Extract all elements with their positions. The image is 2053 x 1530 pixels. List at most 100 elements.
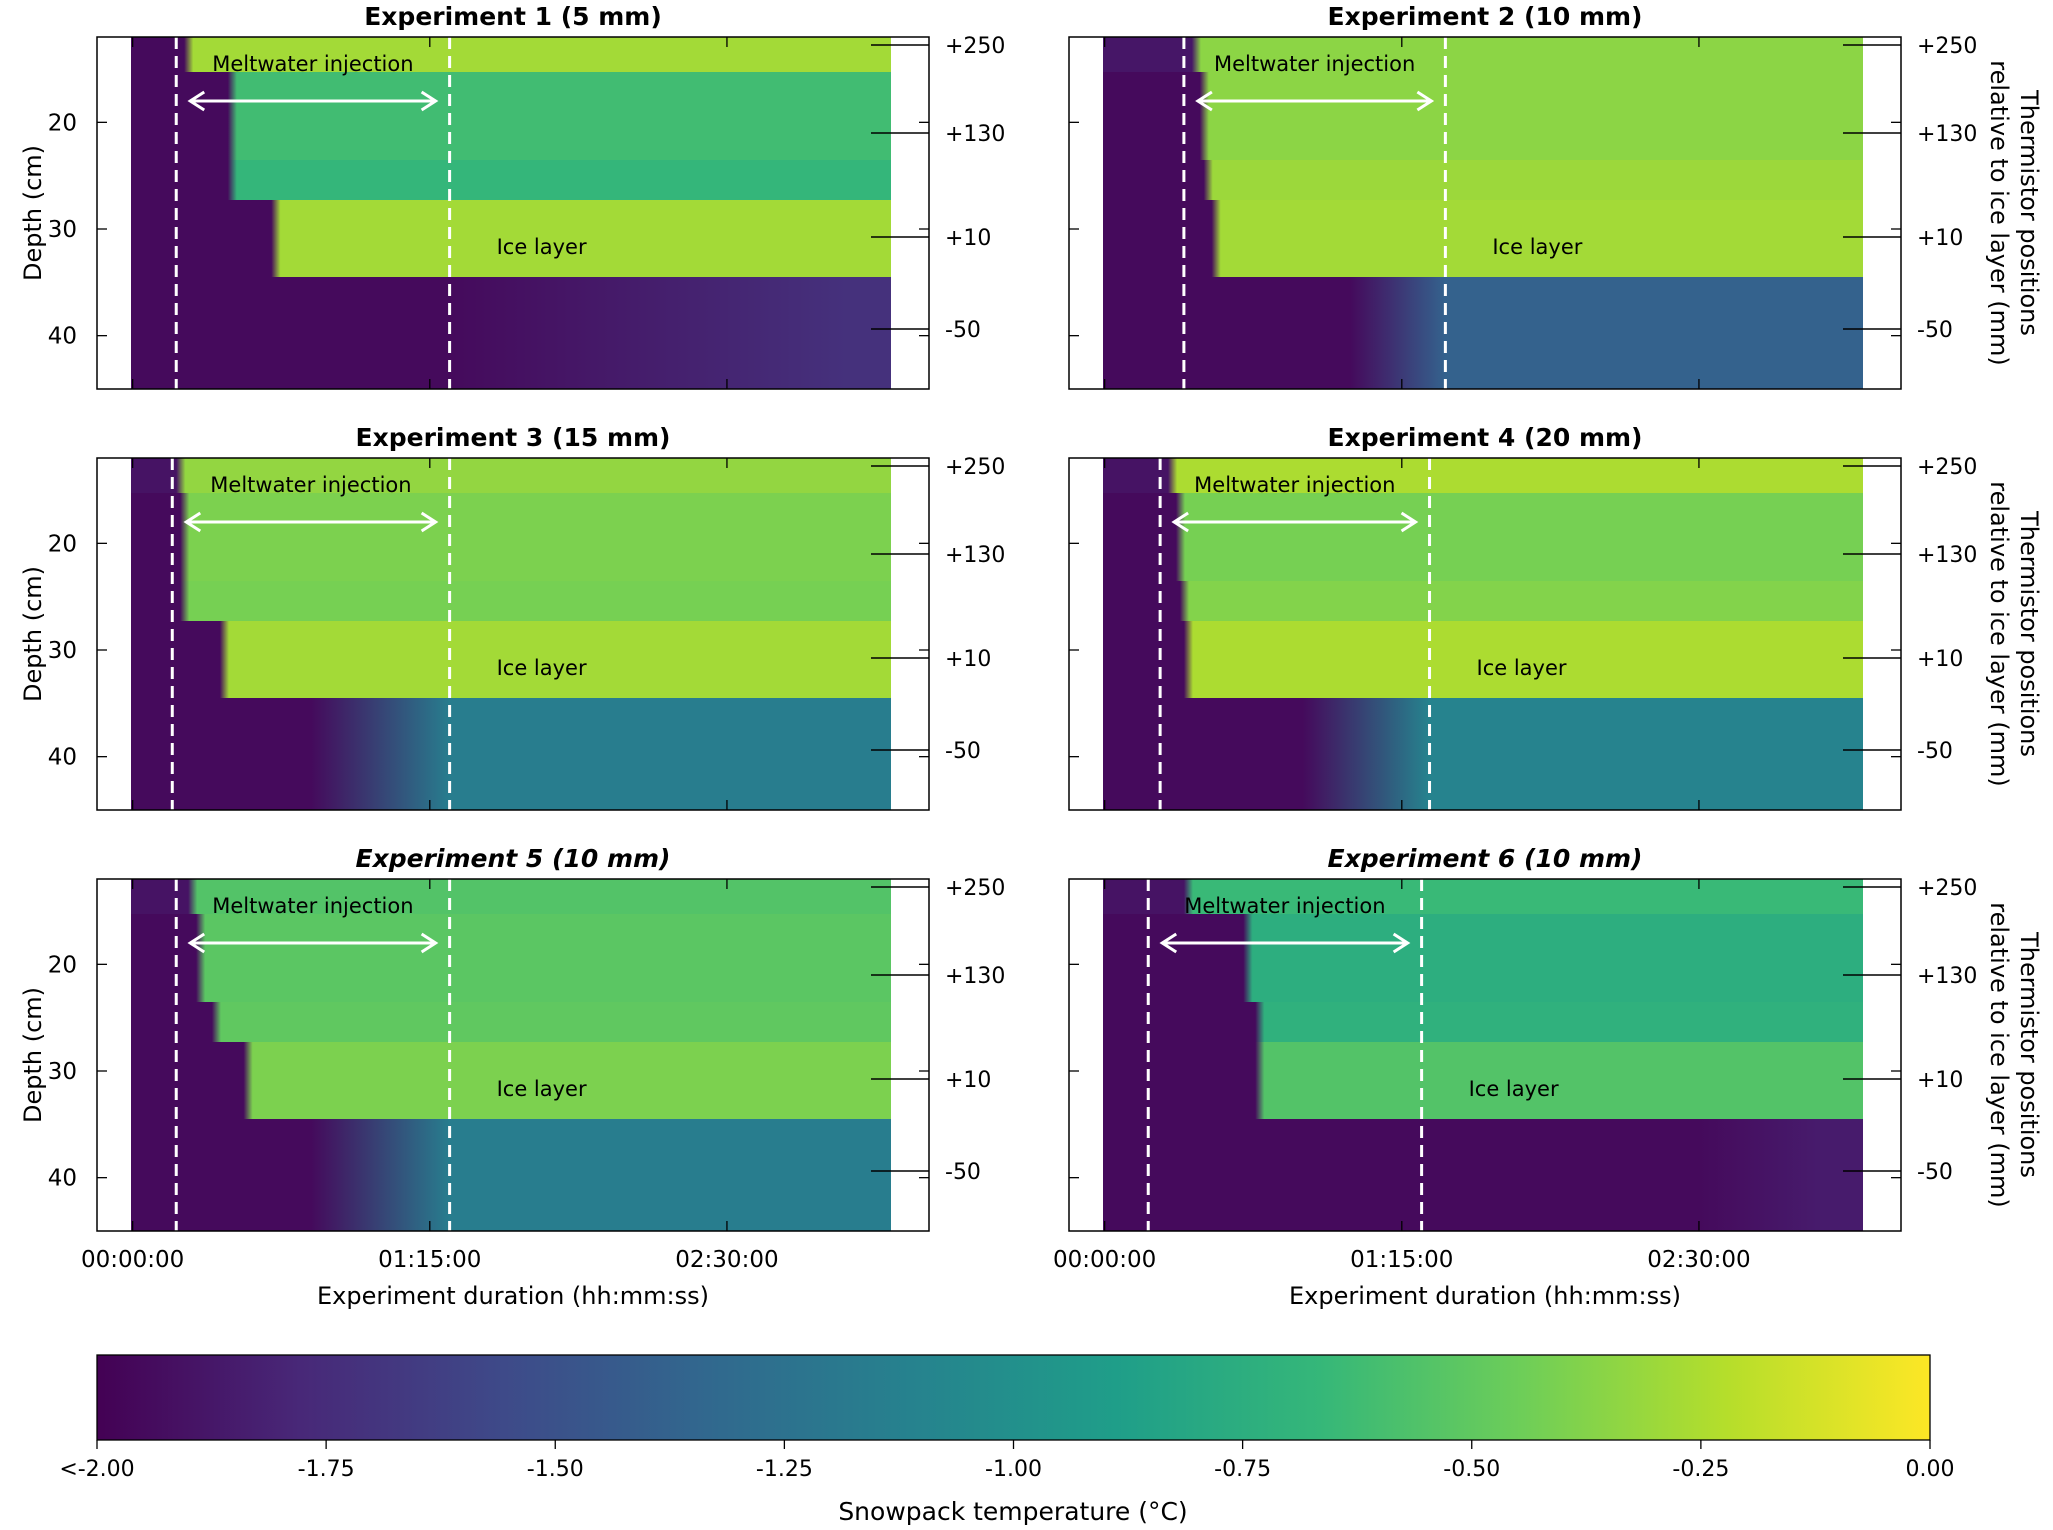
thermistor-tick-label: +250 (1917, 34, 1977, 59)
thermistor-tick-label: -50 (945, 318, 981, 343)
heatmap (1103, 458, 1863, 810)
heatmap-band (1103, 37, 1863, 72)
ice-layer-label: Ice layer (497, 1077, 587, 1101)
y-axis-label: Depth (cm) (19, 145, 47, 281)
colorbar-tick-label: -0.50 (1443, 1457, 1500, 1482)
heatmap-band (131, 493, 891, 581)
heatmap-band (1103, 200, 1863, 277)
y2-axis-label: Thermistor positions (2015, 89, 2043, 336)
panel-title: Experiment 1 (5 mm) (364, 2, 662, 31)
x-tick-label: 02:30:00 (675, 1247, 778, 1273)
thermistor-tick-label: +130 (945, 122, 1005, 147)
arrow-head-left (1159, 932, 1178, 954)
axes-frame (96, 36, 930, 390)
y-tick-label: 30 (48, 1059, 77, 1085)
panel-5: Meltwater injection Ice layer Experiment 5… (19, 844, 1005, 1310)
heatmap-band (1103, 581, 1863, 621)
thermistor-tick-label: +10 (945, 1068, 991, 1093)
heatmap-band (131, 1002, 891, 1042)
panel-title: Experiment 2 (10 mm) (1328, 2, 1643, 31)
heatmap-band (131, 72, 891, 160)
heatmap-band (131, 277, 891, 389)
injection-label: Meltwater injection (1184, 894, 1385, 918)
thermistor-tick-label: -50 (945, 739, 981, 764)
heatmap-band (131, 1119, 891, 1231)
y-tick-label: 30 (48, 638, 77, 664)
x-tick-label: 00:00:00 (81, 1247, 184, 1273)
arrow-head-right (1400, 511, 1419, 533)
thermistor-tick-label: -50 (1917, 739, 1953, 764)
colorbar-tick-label: -1.50 (527, 1457, 584, 1482)
thermistor-tick-label: +10 (1917, 1068, 1963, 1093)
thermistor-tick-label: +130 (1917, 543, 1977, 568)
panel-title: Experiment 6 (10 mm) (1328, 844, 1643, 873)
colorbar-ticks: <-2.00 -1.75 -1.50 -1.25 -1.00 -0.75 -0.50 -0.2… (59, 1440, 1954, 1482)
injection-label: Meltwater injection (1214, 52, 1415, 76)
y2-axis-label: relative to ice layer (mm) (1985, 902, 2013, 1207)
heatmap-band (1103, 458, 1863, 493)
y-tick-label: 40 (48, 1166, 77, 1192)
ice-layer-label: Ice layer (497, 656, 587, 680)
thermistor-tick-label: +250 (1917, 455, 1977, 480)
heatmap-band (1103, 879, 1863, 914)
heatmap (131, 458, 891, 810)
thermistor-tick-label: +10 (1917, 647, 1963, 672)
heatmap-band (1103, 698, 1863, 810)
panel-title: Experiment 5 (10 mm) (356, 844, 671, 873)
panel-title: Experiment 4 (20 mm) (1328, 423, 1643, 452)
ice-layer-label: Ice layer (1469, 1077, 1559, 1101)
thermistor-tick-label: +250 (945, 876, 1005, 901)
colorbar-gradient (96, 1354, 1931, 1441)
x-axis-label: Experiment duration (hh:mm:ss) (317, 1282, 709, 1310)
y-tick-label: 40 (48, 324, 77, 350)
thermistor-tick-label: +130 (1917, 122, 1977, 147)
y-axis-label: Depth (cm) (19, 987, 47, 1123)
colorbar-tick-label: 0.00 (1906, 1457, 1955, 1482)
colorbar-tick-label: -1.25 (756, 1457, 813, 1482)
heatmap-band (1103, 914, 1863, 1002)
arrow-head-right (420, 511, 439, 533)
arrow-head-left (1195, 90, 1213, 112)
y-tick-label: 20 (48, 531, 77, 557)
arrow-head-right (1392, 932, 1411, 954)
axes-frame (96, 457, 930, 811)
heatmap-band (131, 698, 891, 810)
colorbar-tick-label: -1.75 (298, 1457, 355, 1482)
heatmap-band (1103, 1042, 1863, 1119)
arrow-head-left (187, 90, 206, 112)
y2-axis-label: Thermistor positions (2015, 931, 2043, 1178)
x-tick-label: 02:30:00 (1647, 1247, 1750, 1273)
injection-label: Meltwater injection (212, 894, 413, 918)
heatmap-band (131, 200, 891, 277)
heatmap (1103, 37, 1863, 389)
thermistor-tick-label: +250 (945, 455, 1005, 480)
injection-label: Meltwater injection (1194, 473, 1395, 497)
thermistor-tick-label: +250 (945, 34, 1005, 59)
heatmap-band (131, 1042, 891, 1119)
thermistor-tick-label: +10 (945, 647, 991, 672)
heatmap-band (131, 914, 891, 1002)
x-tick-label: 00:00:00 (1053, 1247, 1156, 1273)
heatmap (131, 879, 891, 1231)
panel-1: Meltwater injection Ice layer Experiment 1… (19, 2, 1005, 390)
arrow-head-right (1416, 90, 1435, 112)
thermistor-tick-label: +130 (1917, 964, 1977, 989)
heatmap-band (1103, 621, 1863, 698)
thermistor-tick-label: -50 (1917, 1160, 1953, 1185)
heatmap (131, 37, 891, 389)
thermistor-tick-label: +130 (945, 543, 1005, 568)
heatmap-band (131, 879, 891, 914)
y2-axis-label: relative to ice layer (mm) (1985, 60, 2013, 365)
y2-axis-label: relative to ice layer (mm) (1985, 481, 2013, 786)
panel-6: Meltwater injection Ice layer Experiment 6… (1053, 844, 2043, 1310)
thermistor-tick-label: +10 (1917, 226, 1963, 251)
heatmap-band (1103, 160, 1863, 200)
y-tick-label: 30 (48, 217, 77, 243)
axes-frame (96, 878, 930, 1232)
colorbar-label: Snowpack temperature (°C) (838, 1497, 1187, 1526)
panels: Meltwater injection Ice layer Experiment 1… (19, 2, 2043, 1310)
injection-label: Meltwater injection (212, 52, 413, 76)
panel-4: Meltwater injection Ice layer Experiment 4… (1068, 423, 2043, 811)
y2-axis-label: Thermistor positions (2015, 510, 2043, 757)
colorbar-tick-label: <-2.00 (59, 1457, 134, 1482)
